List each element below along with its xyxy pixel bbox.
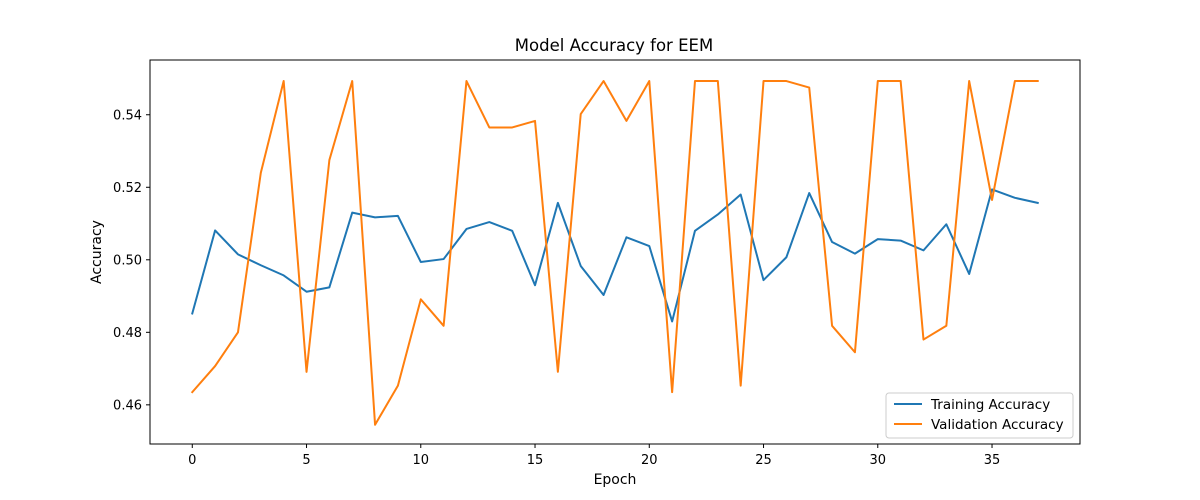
- x-axis: 0 5 10 15 20 25 30 35: [188, 444, 1000, 468]
- y-tick-label: 0.52: [113, 181, 142, 196]
- x-tick-label: 5: [302, 453, 310, 468]
- y-tick-label: 0.48: [113, 326, 142, 341]
- series-layer: [190, 80, 1039, 426]
- y-tick-label: 0.50: [113, 253, 142, 268]
- x-tick-label: 0: [188, 453, 196, 468]
- legend-frame: [885, 392, 1074, 439]
- y-axis-label: Accuracy: [89, 220, 105, 284]
- y-tick-label: 0.46: [113, 398, 142, 413]
- plot-area: [149, 59, 1081, 445]
- chart-title: Model Accuracy for EEM: [515, 36, 713, 55]
- plot-background: [150, 60, 1080, 444]
- validation-accuracy-line: [190, 80, 1039, 426]
- x-axis-label: Epoch: [594, 472, 637, 488]
- x-tick-label: 20: [641, 453, 658, 468]
- y-tick-label: 0.54: [113, 108, 142, 123]
- x-tick-label: 35: [984, 453, 1001, 468]
- x-tick-label: 25: [755, 453, 772, 468]
- training-accuracy-line: [191, 188, 1039, 323]
- legend: Training Accuracy Validation Accuracy: [885, 392, 1074, 439]
- x-tick-label: 10: [413, 453, 430, 468]
- legend-label-validation: Validation Accuracy: [931, 417, 1064, 433]
- plot-frame: [149, 59, 1081, 445]
- x-tick-label: 15: [527, 453, 544, 468]
- legend-label-training: Training Accuracy: [930, 397, 1050, 413]
- y-axis: 0.46 0.48 0.50 0.52 0.54: [113, 108, 150, 413]
- x-tick-label: 30: [870, 453, 887, 468]
